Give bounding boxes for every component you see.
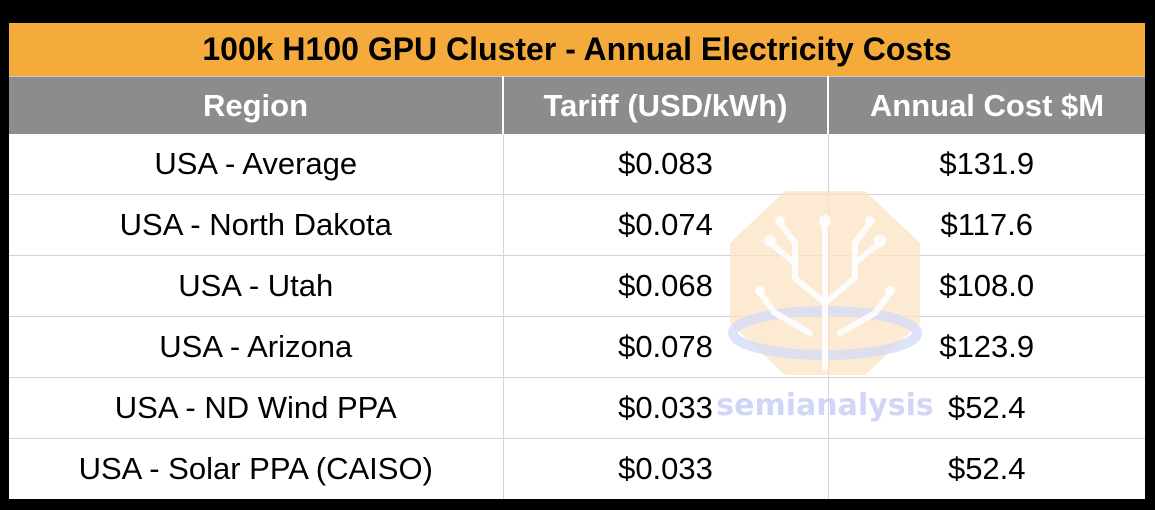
table-row: USA - Utah $0.068 $108.0: [9, 255, 1145, 317]
table-row: USA - Arizona $0.078 $123.9: [9, 316, 1145, 378]
table-row: USA - Average $0.083 $131.9: [9, 134, 1145, 195]
region-cell: USA - Solar PPA (CAISO): [9, 438, 504, 499]
table-row: USA - ND Wind PPA $0.033 $52.4: [9, 377, 1145, 439]
title-row: 100k H100 GPU Cluster - Annual Electrici…: [9, 23, 1145, 77]
table-title: 100k H100 GPU Cluster - Annual Electrici…: [9, 23, 1145, 77]
tariff-cell: $0.068: [503, 255, 829, 317]
tariff-cell: $0.033: [503, 438, 829, 499]
region-cell: USA - Average: [9, 134, 504, 195]
table-row: USA - Solar PPA (CAISO) $0.033 $52.4: [9, 438, 1145, 499]
table-row: USA - North Dakota $0.074 $117.6: [9, 194, 1145, 256]
tariff-cell: $0.083: [503, 134, 829, 195]
annual-cost-cell: $52.4: [947, 451, 1026, 486]
region-cell: USA - Arizona: [9, 316, 504, 378]
region-cell: USA - North Dakota: [9, 194, 504, 256]
annual-cost-cell: $52.4: [828, 377, 1145, 439]
tariff-cell: $0.078: [503, 316, 829, 378]
column-header-region: Region: [9, 76, 504, 134]
annual-cost-cell: $123.9: [828, 316, 1145, 378]
column-header-tariff: Tariff (USD/kWh): [503, 76, 829, 134]
annual-cost-cell: $108.0: [828, 255, 1145, 317]
header-row: Region Tariff (USD/kWh) Annual Cost $M: [9, 76, 1145, 134]
column-header-annual-cost: Annual Cost $M: [828, 76, 1145, 134]
annual-cost-cell: $117.6: [828, 194, 1145, 256]
tariff-cell: $0.033: [503, 377, 829, 439]
tariff-cell: $0.074: [503, 194, 829, 256]
annual-cost-cell: $131.9: [828, 134, 1145, 195]
region-cell: USA - Utah: [9, 255, 504, 317]
region-cell: USA - ND Wind PPA: [9, 377, 504, 439]
table-frame: 100k H100 GPU Cluster - Annual Electrici…: [9, 23, 1145, 499]
electricity-cost-table: 100k H100 GPU Cluster - Annual Electrici…: [9, 23, 1145, 499]
